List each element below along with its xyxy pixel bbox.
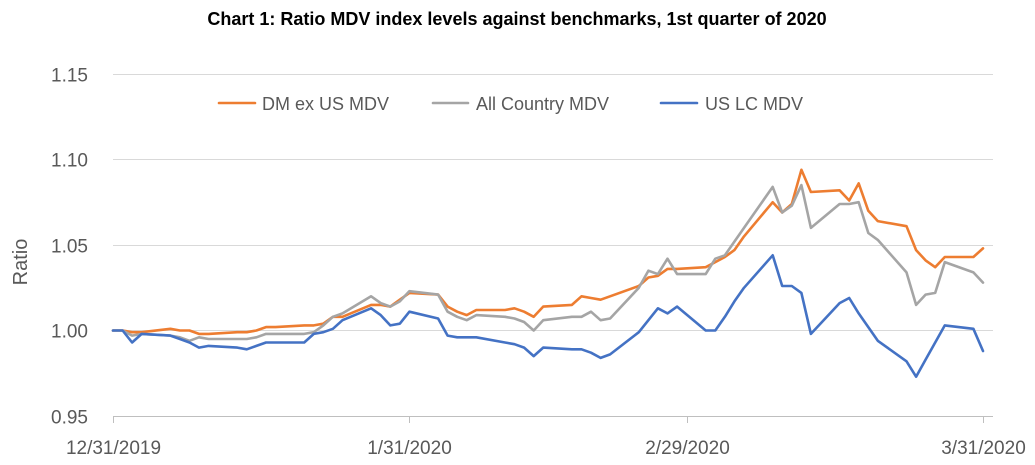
legend: DM ex US MDV All Country MDV US LC MDV <box>217 94 803 114</box>
y-tick-label: 1.10 <box>51 151 88 172</box>
y-tick-label: 0.95 <box>51 408 88 429</box>
series-lines <box>111 168 985 379</box>
x-tick-label: 12/31/2019 <box>66 438 161 459</box>
series-line-all-country-mdv <box>111 183 985 343</box>
x-tick-label: 2/29/2020 <box>645 438 730 459</box>
y-tick-label: 1.15 <box>51 66 88 87</box>
legend-label-us-lc-mdv: US LC MDV <box>705 94 803 114</box>
legend-label-all-country-mdv: All Country MDV <box>476 94 609 114</box>
legend-item-all-country-mdv: All Country MDV <box>431 94 609 114</box>
y-tick-label: 1.00 <box>51 322 88 343</box>
x-tick-label: 3/31/2020 <box>941 438 1026 459</box>
legend-label-dm-ex-us-mdv: DM ex US MDV <box>262 94 389 114</box>
series-line-dm-ex-us-mdv <box>111 168 985 336</box>
legend-item-dm-ex-us-mdv: DM ex US MDV <box>217 94 389 114</box>
y-tick-label: 1.05 <box>51 237 88 258</box>
x-axis: 12/31/2019 1/31/2020 2/29/2020 3/31/2020 <box>66 416 1026 459</box>
chart-title: Chart 1: Ratio MDV index levels against … <box>207 9 826 29</box>
gridlines: 0.95 1.00 1.05 1.10 1.15 <box>51 66 993 429</box>
series-line-us-lc-mdv <box>111 254 985 379</box>
legend-item-us-lc-mdv: US LC MDV <box>659 94 803 114</box>
y-axis-label: Ratio <box>10 239 32 286</box>
x-tick-label: 1/31/2020 <box>367 438 452 459</box>
